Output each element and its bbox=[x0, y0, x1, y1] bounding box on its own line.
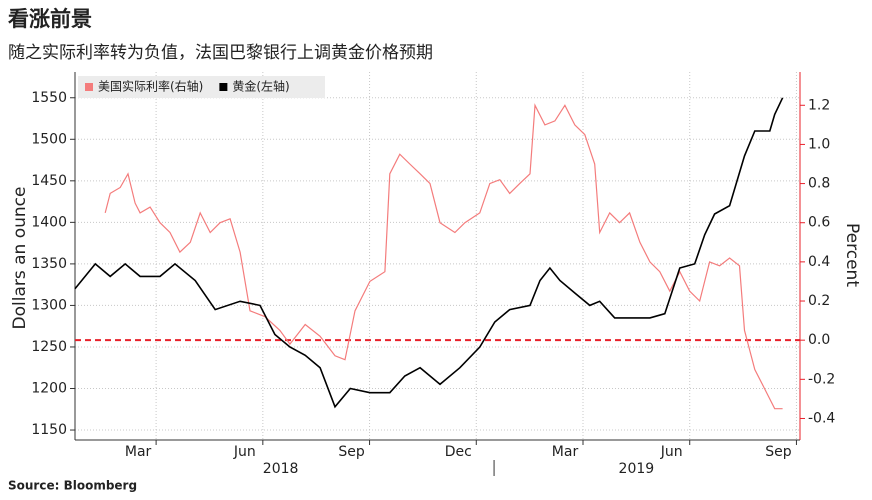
y2-tick-label: -0.4 bbox=[808, 410, 835, 426]
x-tick-label: Mar bbox=[552, 444, 579, 460]
y-tick-label: 1200 bbox=[31, 380, 67, 396]
x-tick-label: Mar bbox=[125, 444, 152, 460]
x-group-label: 2018 bbox=[263, 461, 299, 477]
y-tick-label: 1550 bbox=[31, 90, 67, 106]
y2-tick-label: 0.6 bbox=[808, 215, 830, 231]
y2-tick-label: -0.2 bbox=[808, 371, 835, 387]
y2-tick-label: 0.4 bbox=[808, 254, 830, 270]
y-tick-label: 1250 bbox=[31, 339, 67, 355]
y-axis-label: Dollars an ounce bbox=[10, 187, 30, 330]
x-tick-label: Sep bbox=[765, 444, 792, 460]
legend-label: 美国实际利率(右轴) bbox=[98, 79, 203, 94]
legend-swatch bbox=[85, 83, 93, 91]
series-line bbox=[74, 97, 784, 409]
chart-subtitle: 随之实际利率转为负值，法国巴黎银行上调黄金价格预期 bbox=[8, 43, 433, 63]
x-tick-label: Dec bbox=[445, 444, 472, 460]
legend-box bbox=[78, 76, 325, 98]
y-tick-label: 1300 bbox=[31, 297, 67, 313]
legend-swatch bbox=[219, 83, 228, 91]
chart-title: 看涨前景 bbox=[8, 7, 92, 31]
legend-label: 黄金(左轴) bbox=[232, 79, 289, 94]
source: Source: Bloomberg bbox=[8, 479, 137, 493]
y-tick-label: 1450 bbox=[31, 173, 67, 189]
y-tick-label: 1150 bbox=[31, 422, 67, 438]
x-group-label: 2019 bbox=[619, 461, 655, 477]
y2-axis-label: Percent bbox=[842, 223, 862, 287]
y-tick-label: 1350 bbox=[31, 256, 67, 272]
y2-tick-label: 0.8 bbox=[808, 176, 830, 192]
y2-tick-label: 0.2 bbox=[808, 293, 830, 309]
y2-tick-label: 1.0 bbox=[808, 136, 830, 152]
x-tick-label: Jun bbox=[660, 444, 683, 460]
y-tick-label: 1500 bbox=[31, 131, 67, 147]
series-line bbox=[104, 103, 783, 410]
x-tick-label: Sep bbox=[338, 444, 365, 460]
y2-tick-label: 1.2 bbox=[808, 97, 830, 113]
y-tick-label: 1400 bbox=[31, 214, 67, 230]
y2-tick-label: 0.0 bbox=[808, 332, 830, 348]
x-tick-label: Jun bbox=[233, 444, 256, 460]
